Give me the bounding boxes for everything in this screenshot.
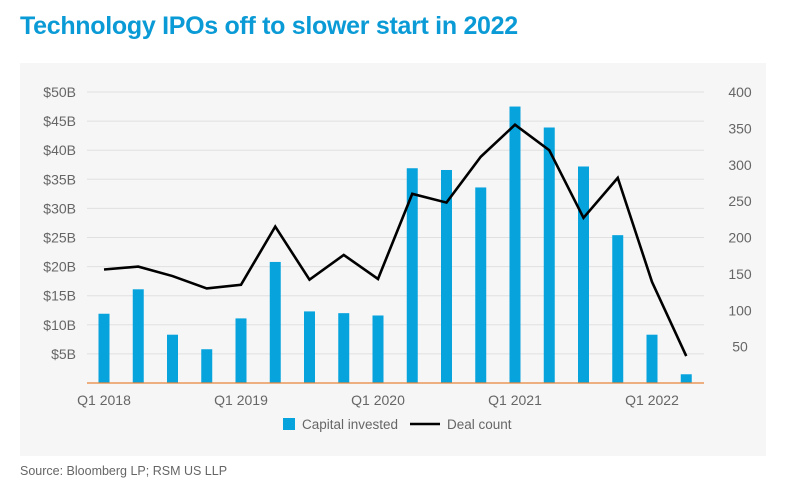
left-tick-label: $30B	[43, 200, 76, 216]
bar-q2-2018	[132, 289, 144, 383]
left-tick-label: $35B	[43, 171, 76, 187]
source-note: Source: Bloomberg LP; RSM US LLP	[20, 464, 228, 478]
bar-q3-2019	[304, 311, 315, 383]
left-tick-label: $50B	[43, 84, 76, 100]
left-tick-label: $5B	[51, 346, 76, 362]
legend-swatch-capital-invested	[283, 418, 295, 430]
right-tick-label: 250	[728, 193, 752, 209]
x-tick-label: Q1 2019	[214, 392, 268, 408]
left-tick-label: $25B	[43, 230, 76, 246]
bar-q1-2020	[372, 315, 384, 383]
left-tick-label: $45B	[43, 113, 76, 129]
deal-count-line	[103, 123, 688, 357]
bar-q2-2019	[269, 261, 281, 383]
bar-q1-2018	[98, 313, 110, 383]
bar-q2-2022	[680, 374, 692, 383]
right-tick-label: 150	[728, 266, 752, 282]
x-tick-label: Q1 2022	[625, 392, 679, 408]
x-tick-label: Q1 2021	[488, 392, 542, 408]
bar-q1-2021	[509, 106, 521, 384]
right-tick-label: 300	[728, 157, 752, 173]
right-tick-label: 200	[728, 230, 752, 246]
right-tick-label: 50	[732, 339, 748, 355]
bar-q3-2018	[167, 334, 178, 383]
bar-q4-2021	[612, 235, 624, 383]
right-tick-label: 400	[728, 84, 752, 100]
x-tick-label: Q1 2020	[351, 392, 405, 408]
x-tick-label: Q1 2018	[77, 392, 131, 408]
legend-label-capital-invested: Capital invested	[302, 417, 398, 432]
left-tick-label: $40B	[43, 142, 76, 158]
bar-q4-2020	[475, 187, 487, 383]
right-tick-label: 100	[728, 302, 752, 318]
chart-panel	[20, 63, 766, 456]
chart-title: Technology IPOs off to slower start in 2…	[20, 12, 518, 40]
bar-q3-2020	[441, 169, 452, 383]
left-tick-label: $20B	[43, 259, 76, 275]
bar-q1-2019	[235, 318, 247, 383]
bar-q1-2022	[646, 334, 658, 383]
bar-q3-2021	[578, 166, 589, 383]
bar-q2-2021	[543, 127, 555, 383]
bar-q4-2019	[338, 313, 350, 383]
bar-q2-2020	[406, 168, 418, 383]
legend: Capital invested Deal count	[283, 417, 512, 432]
bar-q4-2018	[201, 349, 213, 383]
left-tick-label: $15B	[43, 288, 76, 304]
left-tick-label: $10B	[43, 317, 76, 333]
legend-label-deal-count: Deal count	[447, 417, 512, 432]
right-tick-label: 350	[728, 120, 752, 136]
